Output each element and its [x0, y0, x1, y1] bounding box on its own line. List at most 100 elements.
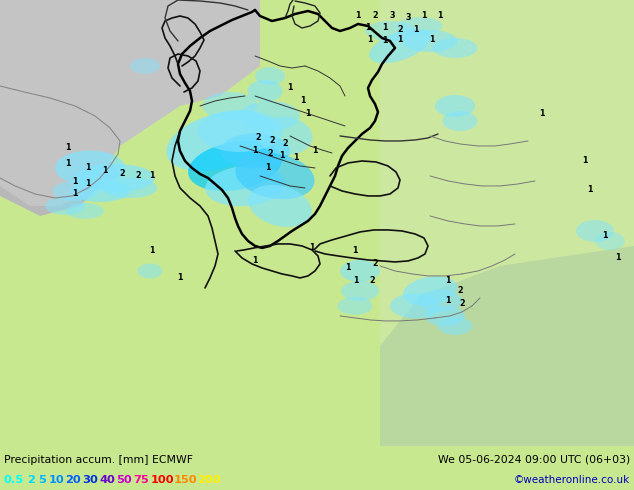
- Text: 1: 1: [398, 35, 403, 45]
- Text: 1: 1: [365, 24, 371, 32]
- Polygon shape: [0, 0, 120, 216]
- Text: 1: 1: [437, 11, 443, 21]
- Text: 10: 10: [48, 475, 64, 485]
- Text: 1: 1: [252, 147, 258, 155]
- Text: 2: 2: [372, 11, 378, 21]
- Ellipse shape: [341, 281, 379, 301]
- Ellipse shape: [390, 294, 440, 318]
- Text: 1: 1: [582, 156, 588, 166]
- Text: 2: 2: [27, 475, 36, 485]
- Ellipse shape: [70, 180, 130, 202]
- Text: 2: 2: [256, 133, 261, 143]
- Text: 1: 1: [178, 273, 183, 282]
- Bar: [380, 0, 634, 446]
- Ellipse shape: [255, 67, 285, 85]
- Text: 2: 2: [397, 25, 403, 34]
- Text: Precipitation accum. [mm] ECMWF: Precipitation accum. [mm] ECMWF: [4, 455, 193, 465]
- Text: 2: 2: [369, 276, 375, 286]
- Text: We 05-06-2024 09:00 UTC (06+03): We 05-06-2024 09:00 UTC (06+03): [437, 455, 630, 465]
- Text: 1: 1: [353, 246, 358, 255]
- Text: 1: 1: [65, 144, 71, 152]
- Text: 3: 3: [405, 14, 411, 23]
- Text: 2: 2: [135, 172, 141, 180]
- Text: 1: 1: [279, 151, 285, 160]
- Text: 1: 1: [429, 35, 435, 45]
- Text: 1: 1: [313, 147, 318, 155]
- Text: 2: 2: [267, 149, 273, 158]
- Text: 20: 20: [65, 475, 81, 485]
- Text: 1: 1: [445, 276, 451, 286]
- Ellipse shape: [45, 197, 85, 215]
- Text: 0.5: 0.5: [4, 475, 24, 485]
- Ellipse shape: [337, 297, 373, 315]
- Text: 1: 1: [445, 296, 451, 305]
- Ellipse shape: [103, 178, 157, 198]
- Text: 1: 1: [301, 97, 306, 105]
- Ellipse shape: [53, 181, 98, 201]
- Ellipse shape: [188, 141, 282, 191]
- Text: 1: 1: [382, 36, 388, 46]
- Ellipse shape: [595, 232, 625, 250]
- Text: 1: 1: [102, 167, 108, 175]
- Text: 1: 1: [355, 11, 361, 21]
- Ellipse shape: [425, 306, 465, 326]
- Ellipse shape: [205, 166, 285, 206]
- Text: 1: 1: [252, 256, 258, 266]
- Text: 1: 1: [287, 83, 293, 93]
- Text: 5: 5: [38, 475, 46, 485]
- Text: 1: 1: [602, 231, 608, 241]
- Text: 1: 1: [149, 246, 155, 255]
- Text: 3: 3: [389, 11, 395, 21]
- Text: 2: 2: [372, 259, 378, 269]
- Text: 1: 1: [65, 159, 71, 169]
- Text: 150: 150: [174, 475, 198, 485]
- Ellipse shape: [437, 317, 472, 335]
- Text: 1: 1: [305, 109, 311, 119]
- Ellipse shape: [340, 260, 380, 282]
- Ellipse shape: [443, 111, 477, 131]
- Text: 1: 1: [309, 244, 314, 252]
- Text: 1: 1: [265, 164, 271, 172]
- Text: 2: 2: [459, 299, 465, 308]
- Text: 100: 100: [150, 475, 174, 485]
- Ellipse shape: [435, 95, 475, 117]
- Text: 1: 1: [382, 24, 388, 32]
- Polygon shape: [0, 0, 260, 206]
- Ellipse shape: [248, 185, 312, 227]
- Ellipse shape: [55, 150, 125, 185]
- Polygon shape: [380, 246, 634, 446]
- Text: 40: 40: [100, 475, 115, 485]
- Text: 2: 2: [457, 287, 463, 295]
- Text: 1: 1: [421, 11, 427, 21]
- Ellipse shape: [576, 220, 614, 242]
- Ellipse shape: [365, 21, 415, 41]
- Ellipse shape: [235, 153, 314, 199]
- Text: 1: 1: [587, 185, 593, 195]
- Polygon shape: [0, 0, 200, 56]
- Ellipse shape: [240, 101, 300, 131]
- Text: 1: 1: [85, 179, 91, 189]
- Ellipse shape: [369, 29, 431, 63]
- Ellipse shape: [418, 290, 462, 312]
- Text: 1: 1: [85, 164, 91, 172]
- Text: 1: 1: [413, 25, 418, 34]
- Text: 200: 200: [198, 475, 221, 485]
- Ellipse shape: [75, 164, 155, 192]
- Text: 1: 1: [353, 276, 359, 286]
- Text: 50: 50: [117, 475, 133, 485]
- Ellipse shape: [166, 111, 274, 171]
- Ellipse shape: [198, 110, 283, 152]
- Text: 1: 1: [149, 172, 155, 180]
- Ellipse shape: [220, 133, 290, 169]
- Text: 75: 75: [134, 475, 149, 485]
- Ellipse shape: [138, 264, 162, 278]
- Ellipse shape: [247, 80, 283, 102]
- Text: 1: 1: [367, 35, 373, 45]
- Text: 1: 1: [346, 264, 351, 272]
- Ellipse shape: [130, 58, 160, 74]
- Ellipse shape: [257, 117, 313, 155]
- Text: ©weatheronline.co.uk: ©weatheronline.co.uk: [514, 475, 630, 485]
- Text: 2: 2: [269, 137, 275, 146]
- Text: 1: 1: [540, 109, 545, 119]
- Ellipse shape: [403, 30, 458, 52]
